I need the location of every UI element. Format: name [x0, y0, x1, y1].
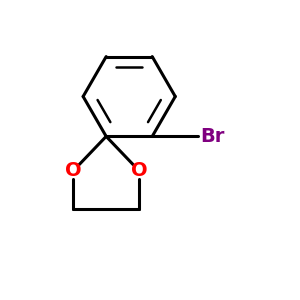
Text: O: O — [130, 161, 147, 180]
Text: O: O — [65, 161, 82, 180]
Text: Br: Br — [200, 127, 224, 146]
